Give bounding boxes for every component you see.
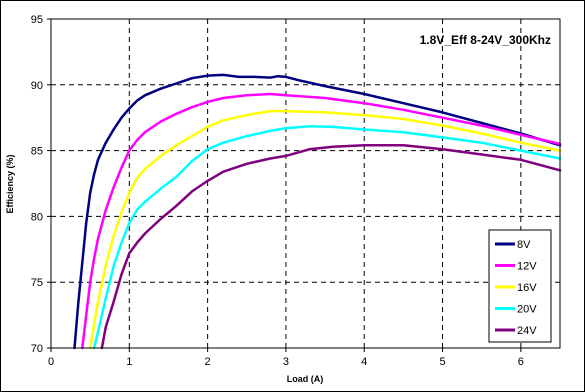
- series-line-8v: [73, 73, 562, 350]
- x-tick-label: 5: [439, 356, 445, 368]
- legend-label-24v: 24V: [517, 325, 537, 337]
- axis-ticks: 0 1 2 3 4 5 6 70 75 80 85 90 95: [31, 14, 524, 368]
- y-tick-label: 95: [31, 14, 43, 26]
- legend-label-16v: 16V: [517, 282, 537, 294]
- x-tick-label: 1: [126, 356, 132, 368]
- x-tick-label: 4: [361, 356, 367, 368]
- plot-area: [51, 19, 560, 348]
- series-line-12v: [81, 92, 562, 350]
- series-lines: [73, 73, 562, 350]
- legend-label-20v: 20V: [517, 304, 537, 316]
- plot-border: [50, 18, 561, 349]
- x-tick-label: 2: [205, 356, 211, 368]
- chart-title: 1.8V_Eff 8-24V_300Khz: [420, 33, 551, 47]
- y-tick-label: 85: [31, 146, 43, 158]
- y-axis-label: Efficiency (%): [5, 154, 15, 213]
- y-tick-label: 90: [31, 80, 43, 92]
- y-tick-label: 70: [31, 343, 43, 355]
- x-axis-label: Load (A): [287, 374, 324, 384]
- x-tick-label: 0: [48, 356, 54, 368]
- y-tick-label: 80: [31, 211, 43, 223]
- series-line-24v: [100, 144, 562, 350]
- legend-label-8v: 8V: [517, 239, 531, 251]
- legend-label-12v: 12V: [517, 261, 537, 273]
- series-line-16v: [88, 109, 562, 350]
- y-tick-label: 75: [31, 277, 43, 289]
- series-line-20v: [92, 125, 562, 350]
- legend: 8V 12V 16V 20V 24V: [488, 229, 552, 343]
- x-tick-label: 6: [518, 356, 524, 368]
- x-tick-label: 3: [283, 356, 289, 368]
